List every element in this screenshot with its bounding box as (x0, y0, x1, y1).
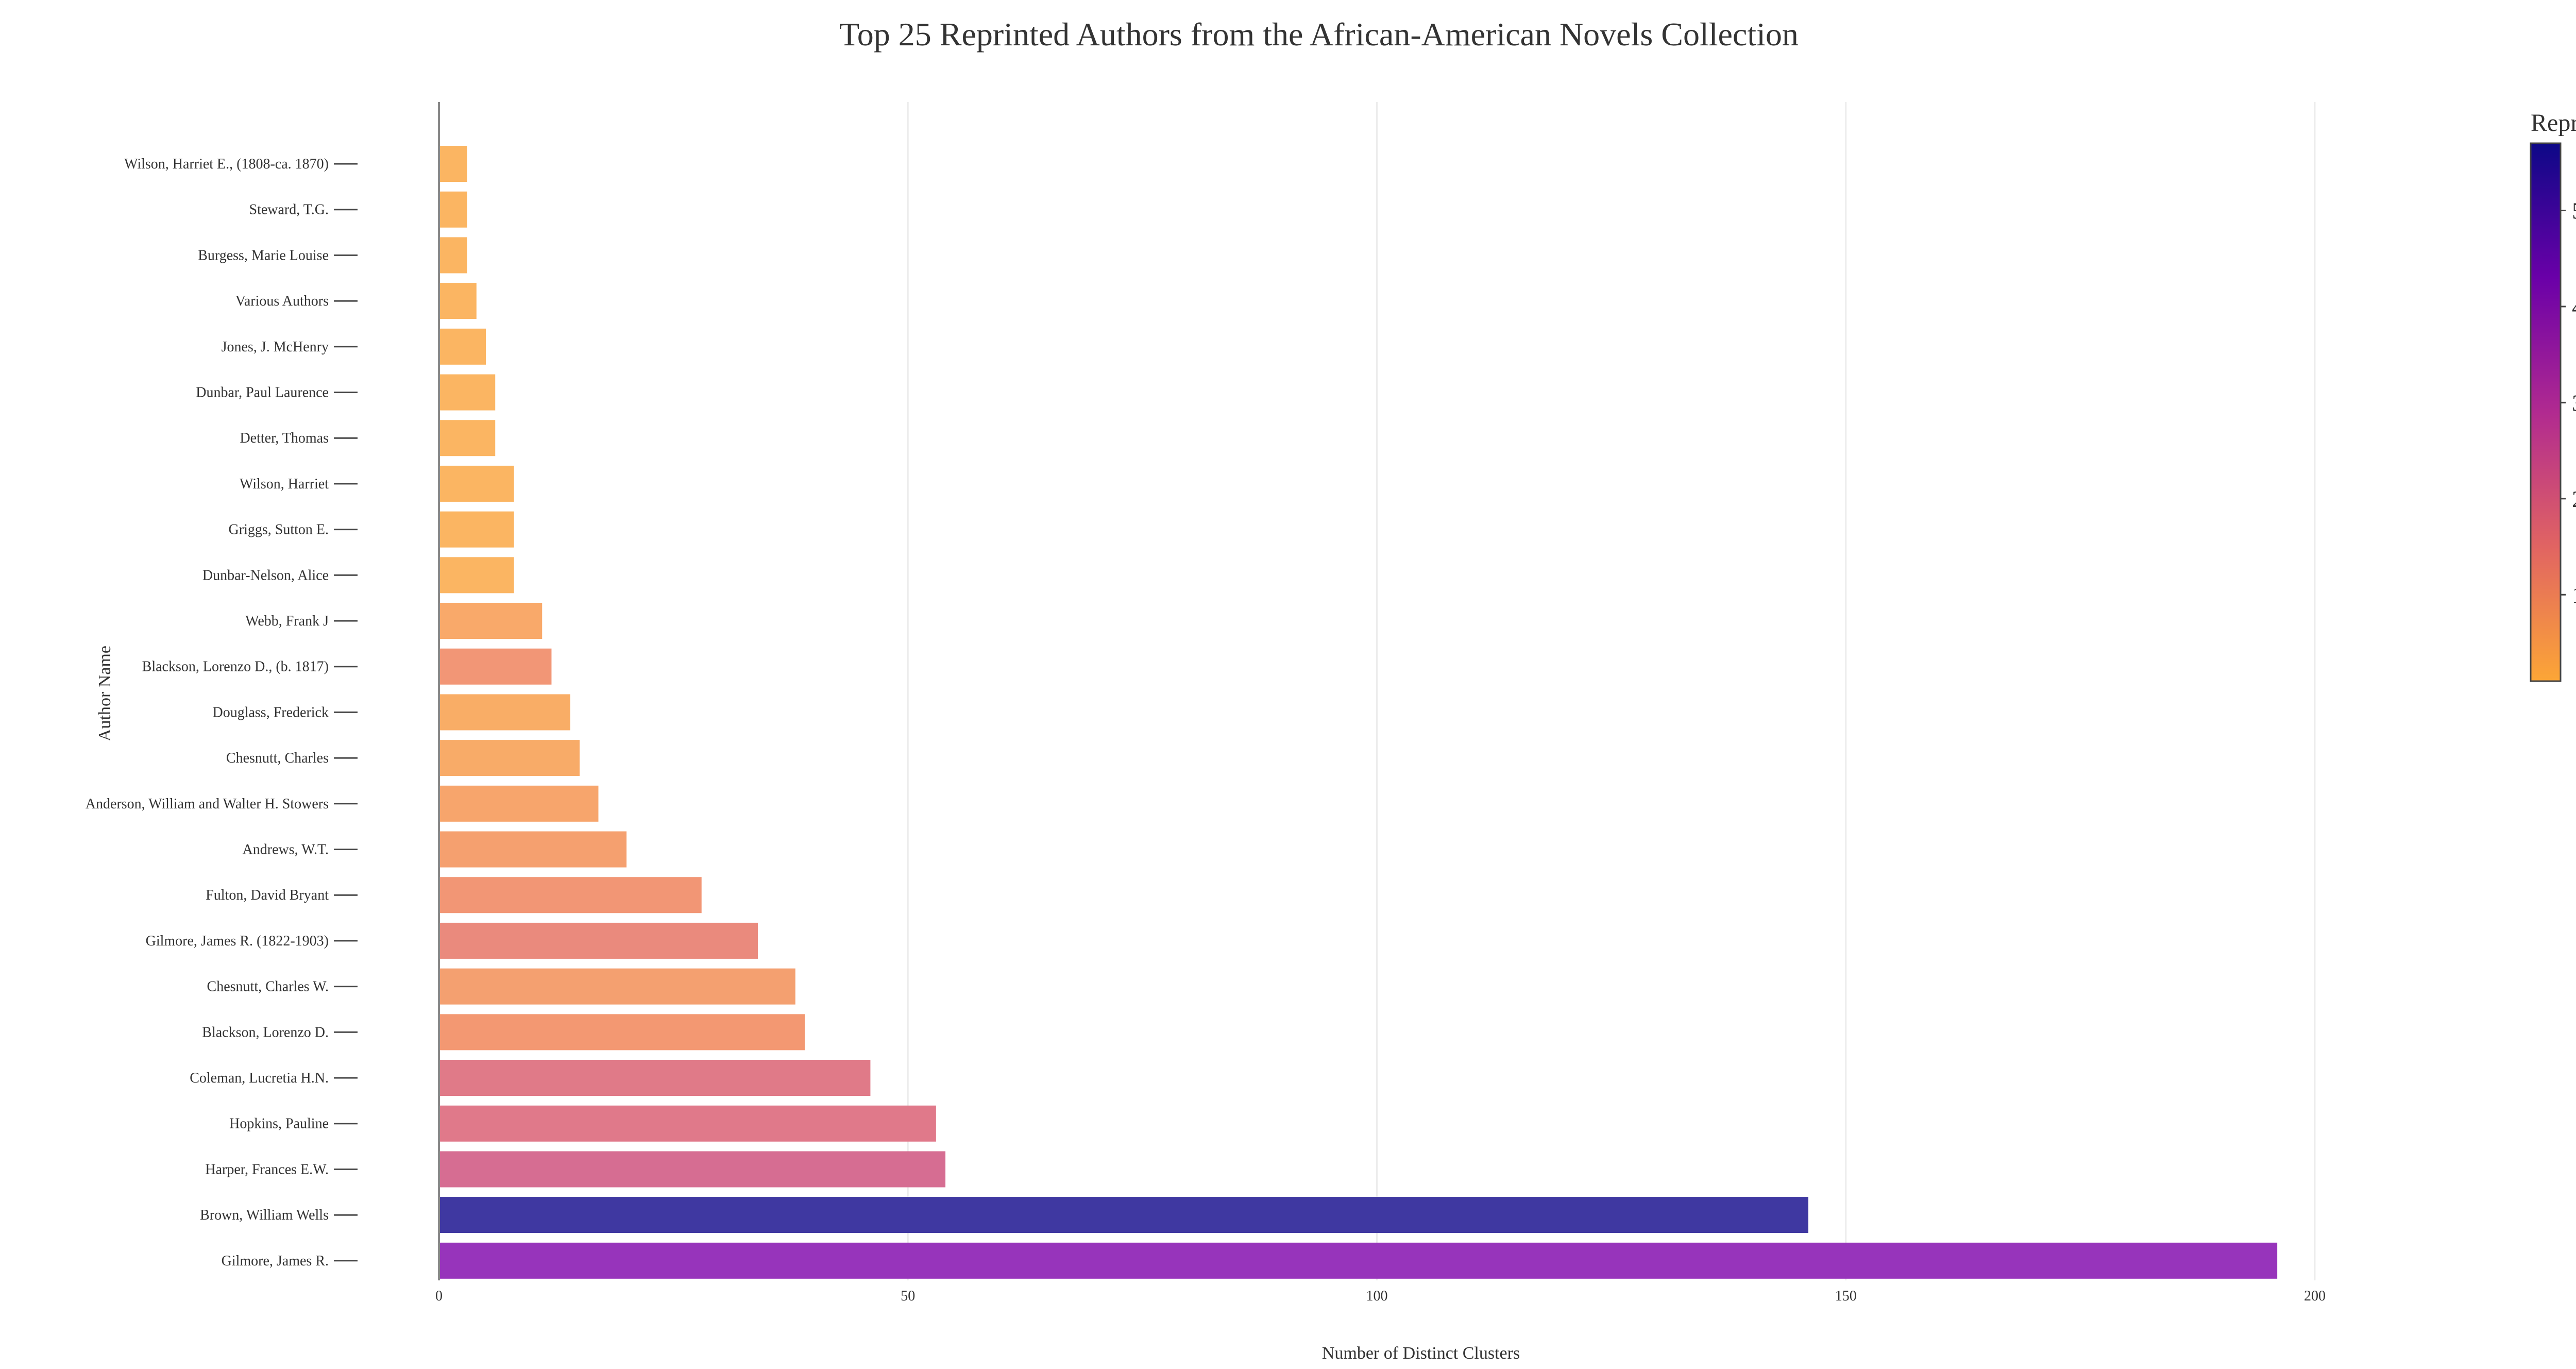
y-tick-label: Brown, William Wells (200, 1207, 329, 1223)
y-tick-label: Gilmore, James R. (1822-1903) (146, 933, 329, 949)
y-tick-label: Griggs, Sutton E. (229, 522, 329, 538)
bar (439, 511, 514, 548)
y-tick-label: Dunbar, Paul Laurence (196, 385, 329, 401)
bar (439, 740, 580, 776)
bar (439, 968, 795, 1005)
bar (439, 1242, 2278, 1279)
x-axis-title: Number of Distinct Clusters (1322, 1344, 1520, 1363)
bar (439, 1014, 805, 1051)
y-tick-label: Chesnutt, Charles (226, 750, 329, 766)
colorbar-title: Reprints (2531, 109, 2576, 137)
colorbar-tick-label: 500 (2572, 198, 2576, 224)
y-tick-label: Various Authors (235, 293, 329, 309)
x-tick-label: 50 (901, 1288, 915, 1304)
bar (439, 922, 758, 959)
bar (439, 283, 477, 319)
y-tick-label: Andrews, W.T. (243, 842, 329, 858)
y-tick-label: Douglass, Frederick (212, 704, 329, 720)
colorbar-ticks: 100 200 300 400 500 (2561, 198, 2576, 608)
y-tick-label: Blackson, Lorenzo D., (b. 1817) (142, 659, 329, 675)
bar (439, 146, 467, 182)
grid-lines (907, 102, 2316, 1280)
x-axis-ticks: 0 50 100 150 200 (435, 1288, 2326, 1304)
colorbar-tick-label: 400 (2572, 294, 2576, 320)
colorbar-tick-label: 100 (2572, 582, 2576, 608)
y-tick-label: Dunbar-Nelson, Alice (202, 567, 329, 583)
y-tick-label: Hopkins, Pauline (229, 1116, 329, 1132)
y-tick-label: Steward, T.G. (249, 202, 329, 218)
y-tick-label: Harper, Frances E.W. (205, 1161, 329, 1177)
y-tick-label: Detter, Thomas (240, 430, 329, 446)
y-axis-title: Author Name (95, 646, 114, 741)
x-tick-label: 150 (1835, 1288, 1857, 1304)
bar (439, 237, 467, 274)
x-tick-label: 200 (2304, 1288, 2326, 1304)
bar (439, 1060, 871, 1096)
bar (439, 1105, 936, 1142)
bar (439, 420, 496, 457)
y-tick-label: Webb, Frank J (245, 613, 329, 629)
y-tick-label: Fulton, David Bryant (206, 887, 329, 903)
bar (439, 374, 496, 411)
y-tick-label: Chesnutt, Charles W. (207, 979, 329, 995)
colorbar-tick-label: 200 (2572, 486, 2576, 512)
x-tick-label: 0 (435, 1288, 443, 1304)
bar (439, 328, 486, 365)
y-tick-label: Coleman, Lucretia H.N. (190, 1070, 329, 1086)
bar (439, 694, 570, 731)
bar (439, 1197, 1808, 1233)
y-axis-ticks: Wilson, Harriet E., (1808-ca. 1870) Stewa… (86, 156, 358, 1269)
colorbar-tick-label: 300 (2572, 390, 2576, 416)
bar (439, 785, 599, 822)
bar (439, 465, 514, 502)
bar (439, 603, 543, 639)
bars (439, 146, 2278, 1279)
x-tick-label: 100 (1366, 1288, 1387, 1304)
bar (439, 557, 514, 594)
y-tick-label: Jones, J. McHenry (222, 339, 329, 355)
y-tick-label: Wilson, Harriet (240, 476, 329, 492)
colorbar-gradient (2530, 142, 2562, 682)
y-tick-label: Gilmore, James R. (222, 1253, 329, 1269)
y-tick-label: Wilson, Harriet E., (1808-ca. 1870) (124, 156, 329, 172)
bar (439, 1151, 946, 1188)
chart-title: Top 25 Reprinted Authors from the Africa… (839, 16, 1799, 53)
y-tick-label: Burgess, Marie Louise (198, 247, 329, 263)
y-tick-label: Blackson, Lorenzo D. (202, 1024, 329, 1040)
bar (439, 648, 552, 685)
y-tick-label: Anderson, William and Walter H. Stowers (86, 796, 329, 812)
colorbar: Reprints 100 200 300 400 500 (2530, 109, 2576, 682)
bar (439, 831, 627, 868)
bar (439, 191, 467, 228)
bar (439, 877, 702, 914)
